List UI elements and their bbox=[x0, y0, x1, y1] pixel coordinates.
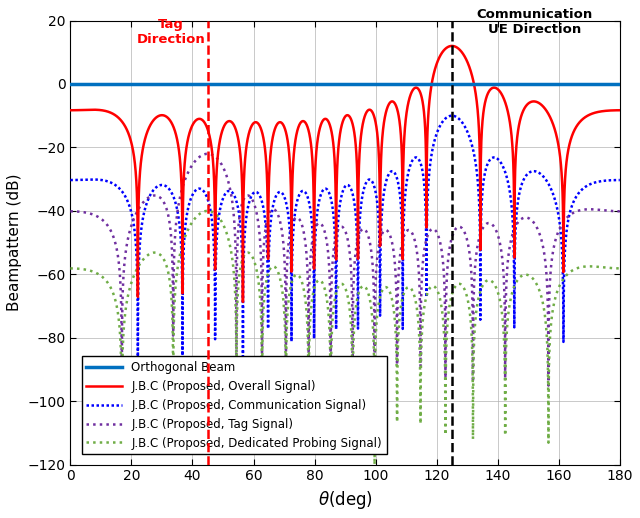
J.B.C (Proposed, Communication Signal) bbox=[448, 112, 456, 119]
J.B.C (Proposed, Dedicated Probing Signal) bbox=[204, 208, 212, 214]
J.B.C (Proposed, Dedicated Probing Signal) bbox=[616, 265, 623, 271]
J.B.C (Proposed, Communication Signal) bbox=[477, 251, 484, 257]
J.B.C (Proposed, Tag Signal) bbox=[204, 151, 212, 157]
J.B.C (Proposed, Overall Signal) bbox=[448, 43, 456, 49]
J.B.C (Proposed, Communication Signal) bbox=[166, 188, 174, 194]
J.B.C (Proposed, Overall Signal) bbox=[616, 107, 623, 113]
J.B.C (Proposed, Overall Signal) bbox=[67, 107, 74, 113]
J.B.C (Proposed, Dedicated Probing Signal) bbox=[424, 289, 432, 295]
J.B.C (Proposed, Overall Signal) bbox=[276, 119, 284, 125]
X-axis label: $\theta$(deg): $\theta$(deg) bbox=[317, 489, 372, 511]
Legend: Orthogonal Beam, J.B.C (Proposed, Overall Signal), J.B.C (Proposed, Communicatio: Orthogonal Beam, J.B.C (Proposed, Overal… bbox=[82, 356, 387, 454]
Line: J.B.C (Proposed, Communication Signal): J.B.C (Proposed, Communication Signal) bbox=[70, 116, 620, 371]
J.B.C (Proposed, Tag Signal) bbox=[67, 208, 74, 214]
Orthogonal Beam bbox=[70, 81, 77, 87]
J.B.C (Proposed, Dedicated Probing Signal) bbox=[518, 272, 526, 279]
J.B.C (Proposed, Communication Signal) bbox=[518, 180, 526, 186]
J.B.C (Proposed, Dedicated Probing Signal) bbox=[166, 281, 174, 287]
J.B.C (Proposed, Communication Signal) bbox=[67, 177, 74, 183]
J.B.C (Proposed, Dedicated Probing Signal) bbox=[67, 265, 74, 271]
J.B.C (Proposed, Communication Signal) bbox=[396, 192, 404, 198]
J.B.C (Proposed, Tag Signal) bbox=[276, 220, 284, 226]
Y-axis label: Beampattern (dB): Beampattern (dB) bbox=[7, 174, 22, 311]
Line: J.B.C (Proposed, Dedicated Probing Signal): J.B.C (Proposed, Dedicated Probing Signa… bbox=[70, 211, 620, 465]
J.B.C (Proposed, Overall Signal) bbox=[396, 122, 404, 128]
J.B.C (Proposed, Communication Signal) bbox=[239, 368, 247, 375]
Text: Tag
Direction: Tag Direction bbox=[137, 18, 205, 46]
J.B.C (Proposed, Tag Signal) bbox=[518, 215, 526, 222]
Line: J.B.C (Proposed, Tag Signal): J.B.C (Proposed, Tag Signal) bbox=[70, 154, 620, 417]
J.B.C (Proposed, Dedicated Probing Signal) bbox=[371, 462, 378, 468]
J.B.C (Proposed, Overall Signal) bbox=[166, 118, 174, 124]
J.B.C (Proposed, Tag Signal) bbox=[477, 231, 484, 237]
J.B.C (Proposed, Communication Signal) bbox=[424, 191, 431, 197]
J.B.C (Proposed, Dedicated Probing Signal) bbox=[276, 277, 284, 283]
J.B.C (Proposed, Tag Signal) bbox=[424, 232, 432, 238]
J.B.C (Proposed, Overall Signal) bbox=[477, 181, 484, 188]
J.B.C (Proposed, Tag Signal) bbox=[166, 224, 174, 230]
J.B.C (Proposed, Overall Signal) bbox=[518, 110, 526, 116]
J.B.C (Proposed, Overall Signal) bbox=[239, 299, 247, 305]
Orthogonal Beam bbox=[67, 81, 74, 87]
Text: Communication
UE Direction: Communication UE Direction bbox=[476, 8, 593, 36]
J.B.C (Proposed, Dedicated Probing Signal) bbox=[477, 287, 484, 294]
J.B.C (Proposed, Tag Signal) bbox=[396, 252, 404, 258]
Line: J.B.C (Proposed, Overall Signal): J.B.C (Proposed, Overall Signal) bbox=[70, 46, 620, 302]
J.B.C (Proposed, Communication Signal) bbox=[616, 177, 623, 183]
J.B.C (Proposed, Communication Signal) bbox=[276, 189, 284, 195]
J.B.C (Proposed, Overall Signal) bbox=[424, 121, 431, 127]
J.B.C (Proposed, Tag Signal) bbox=[616, 208, 623, 214]
J.B.C (Proposed, Tag Signal) bbox=[371, 414, 378, 420]
J.B.C (Proposed, Dedicated Probing Signal) bbox=[396, 309, 404, 315]
